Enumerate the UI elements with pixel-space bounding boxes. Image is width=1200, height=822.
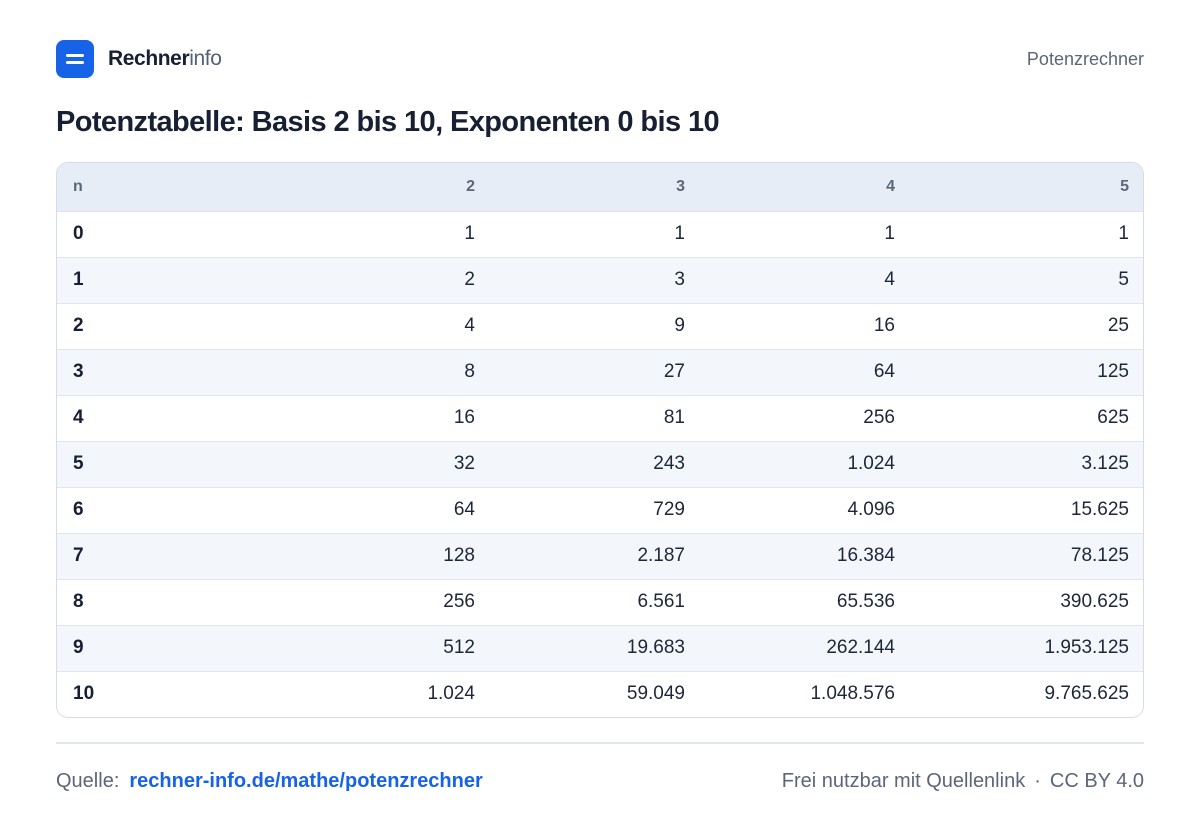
usage-note: Frei nutzbar mit Quellenlink bbox=[781, 769, 1026, 792]
power-value-cell: 8 bbox=[464, 361, 475, 382]
power-value-cell: 2.187 bbox=[637, 545, 685, 566]
column-header-base: 5 bbox=[1120, 177, 1129, 195]
table-row: 3 8 27 64 125 bbox=[57, 349, 1143, 395]
power-value-cell: 81 bbox=[663, 407, 685, 428]
table-row: 10 1.024 59.049 1.048.576 9.765.625 bbox=[57, 671, 1143, 717]
power-value-cell: 4 bbox=[884, 269, 895, 290]
table-row: 0 1 1 1 1 bbox=[57, 211, 1143, 257]
exponent-cell: 5 bbox=[73, 453, 84, 474]
power-value-cell: 256 bbox=[863, 407, 895, 428]
exponent-cell: 10 bbox=[73, 683, 95, 705]
power-value-cell: 1 bbox=[1118, 223, 1129, 244]
power-value-cell: 25 bbox=[1107, 315, 1129, 336]
power-value-cell: 625 bbox=[1097, 407, 1129, 428]
source-label: Quelle: bbox=[56, 769, 120, 792]
power-value-cell: 32 bbox=[453, 453, 475, 474]
exponent-cell: 6 bbox=[73, 499, 84, 520]
power-value-cell: 16 bbox=[873, 315, 895, 336]
brand-name-strong: Rechner bbox=[108, 47, 190, 70]
column-header-base: 2 bbox=[466, 177, 475, 195]
power-value-cell: 65.536 bbox=[836, 591, 895, 612]
table-row: 4 16 81 256 625 bbox=[57, 395, 1143, 441]
power-value-cell: 4 bbox=[464, 315, 475, 336]
site-header: Rechnerinfo Potenzrechner bbox=[56, 40, 1144, 78]
power-value-cell: 1.024 bbox=[847, 453, 895, 474]
column-header-base: 3 bbox=[676, 177, 685, 195]
power-value-cell: 16.384 bbox=[836, 545, 895, 566]
nav-link-potenzrechner[interactable]: Potenzrechner bbox=[1026, 48, 1144, 69]
power-value-cell: 1 bbox=[464, 223, 475, 244]
power-value-cell: 262.144 bbox=[826, 637, 895, 658]
power-value-cell: 6.561 bbox=[637, 591, 685, 612]
footer-separator: · bbox=[1034, 769, 1041, 792]
power-table: n 2 3 4 5 0 1 1 1 1 1 2 3 4 5 2 4 9 16 25 3 8 27 64 125 4 16 8… bbox=[57, 163, 1143, 717]
logo-icon bbox=[56, 40, 94, 78]
power-value-cell: 1.048.576 bbox=[810, 683, 895, 705]
exponent-cell: 9 bbox=[73, 637, 84, 658]
power-value-cell: 5 bbox=[1118, 269, 1129, 290]
column-header-exponent: n bbox=[73, 177, 83, 195]
power-value-cell: 4.096 bbox=[847, 499, 895, 520]
power-value-cell: 729 bbox=[653, 499, 685, 520]
power-table-container: n 2 3 4 5 0 1 1 1 1 1 2 3 4 5 2 4 9 16 25 3 8 27 64 125 4 16 8… bbox=[56, 162, 1144, 718]
power-value-cell: 1.953.125 bbox=[1044, 637, 1129, 658]
power-value-cell: 15.625 bbox=[1070, 499, 1129, 520]
power-value-cell: 19.683 bbox=[626, 637, 685, 658]
site-footer: Quelle: rechner-info.de/mathe/potenzrech… bbox=[56, 766, 1144, 796]
power-value-cell: 1 bbox=[674, 223, 685, 244]
power-value-cell: 64 bbox=[453, 499, 475, 520]
power-value-cell: 1 bbox=[884, 223, 895, 244]
power-value-cell: 1.024 bbox=[427, 683, 475, 705]
exponent-cell: 1 bbox=[73, 269, 84, 290]
table-row: 8 256 6.561 65.536 390.625 bbox=[57, 579, 1143, 625]
brand-logo[interactable]: Rechnerinfo bbox=[56, 40, 222, 78]
power-value-cell: 16 bbox=[453, 407, 475, 428]
exponent-cell: 8 bbox=[73, 591, 84, 612]
footer-divider bbox=[56, 742, 1144, 744]
exponent-cell: 7 bbox=[73, 545, 84, 566]
power-value-cell: 9.765.625 bbox=[1044, 683, 1129, 705]
source-link[interactable]: rechner-info.de/mathe/potenzrechner bbox=[129, 769, 483, 792]
power-value-cell: 3.125 bbox=[1081, 453, 1129, 474]
power-value-cell: 256 bbox=[443, 591, 475, 612]
table-header-row: n 2 3 4 5 bbox=[57, 163, 1143, 211]
table-row: 9 512 19.683 262.144 1.953.125 bbox=[57, 625, 1143, 671]
column-header-base: 4 bbox=[886, 177, 895, 195]
power-value-cell: 27 bbox=[663, 361, 685, 382]
power-value-cell: 125 bbox=[1097, 361, 1129, 382]
brand-name-light: info bbox=[189, 47, 222, 70]
table-row: 2 4 9 16 25 bbox=[57, 303, 1143, 349]
table-row: 7 128 2.187 16.384 78.125 bbox=[57, 533, 1143, 579]
exponent-cell: 0 bbox=[73, 223, 84, 244]
power-value-cell: 2 bbox=[464, 269, 475, 290]
power-value-cell: 512 bbox=[443, 637, 475, 658]
power-value-cell: 78.125 bbox=[1070, 545, 1129, 566]
table-row: 6 64 729 4.096 15.625 bbox=[57, 487, 1143, 533]
exponent-cell: 3 bbox=[73, 361, 84, 382]
power-value-cell: 390.625 bbox=[1060, 591, 1129, 612]
power-value-cell: 59.049 bbox=[626, 683, 685, 705]
table-row: 1 2 3 4 5 bbox=[57, 257, 1143, 303]
power-value-cell: 128 bbox=[443, 545, 475, 566]
power-value-cell: 64 bbox=[873, 361, 895, 382]
license-label: CC BY 4.0 bbox=[1049, 769, 1144, 792]
exponent-cell: 2 bbox=[73, 315, 84, 336]
brand-name: Rechnerinfo bbox=[108, 47, 222, 71]
page-title: Potenztabelle: Basis 2 bis 10, Exponente… bbox=[56, 106, 720, 138]
power-value-cell: 243 bbox=[653, 453, 685, 474]
power-value-cell: 3 bbox=[674, 269, 685, 290]
power-value-cell: 9 bbox=[674, 315, 685, 336]
table-row: 5 32 243 1.024 3.125 bbox=[57, 441, 1143, 487]
exponent-cell: 4 bbox=[73, 407, 84, 428]
